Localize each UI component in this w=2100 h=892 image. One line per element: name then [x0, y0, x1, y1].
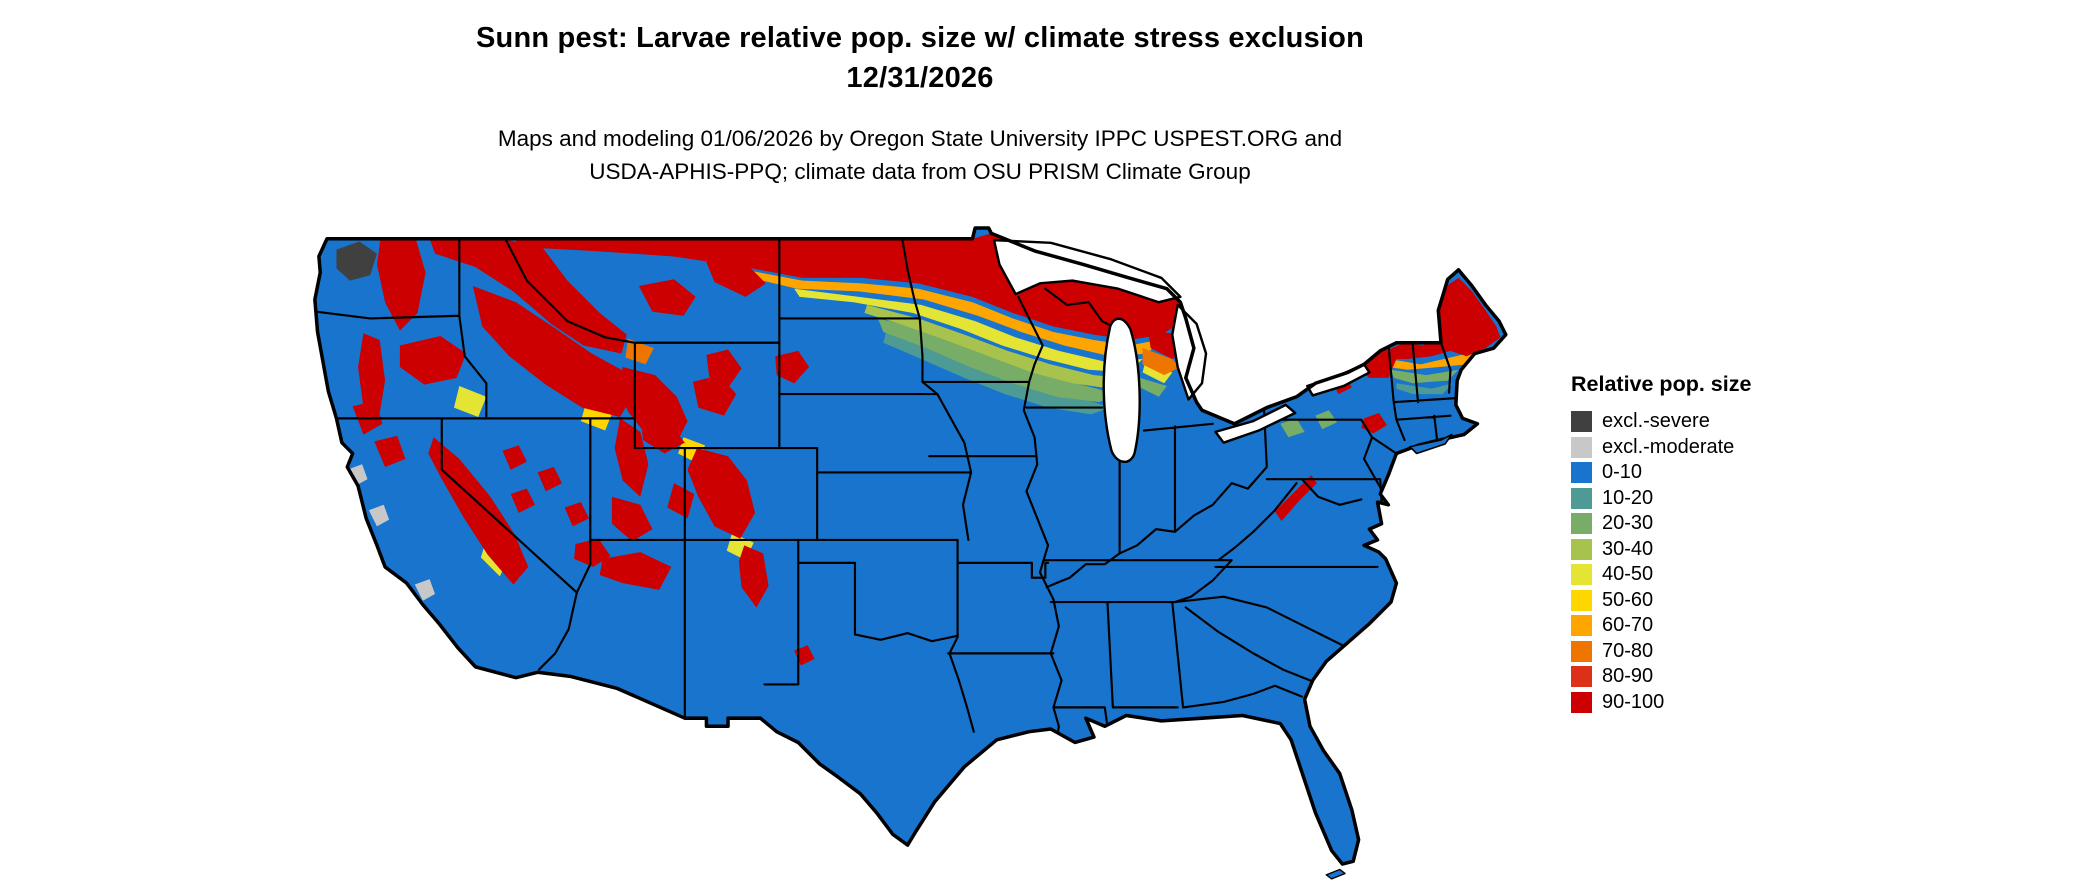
legend-item: 40-50 — [1571, 562, 1751, 588]
legend-item: 70-80 — [1571, 639, 1751, 665]
florida-keys — [1325, 868, 1346, 880]
legend-swatch — [1571, 640, 1592, 662]
map-title-line1: Sunn pest: Larvae relative pop. size w/ … — [476, 22, 1364, 54]
legend-item: 20-30 — [1571, 511, 1751, 537]
legend-item: 10-20 — [1571, 486, 1751, 512]
legend-item: 60-70 — [1571, 613, 1751, 639]
legend-label: 70-80 — [1602, 639, 1654, 662]
us-outline — [313, 226, 1508, 866]
legend-item: 80-90 — [1571, 664, 1751, 690]
legend-title: Relative pop. size — [1571, 372, 1752, 396]
legend-label: 50-60 — [1602, 588, 1654, 611]
legend-label: 90-100 — [1602, 690, 1665, 713]
raster-layer — [314, 227, 1506, 865]
lake-huron — [1171, 303, 1208, 401]
state-borders — [315, 237, 1457, 744]
raster-60-70 — [745, 269, 1478, 370]
legend-swatch — [1571, 564, 1592, 586]
legend-label: 0-10 — [1602, 461, 1643, 484]
legend-item: 0-10 — [1571, 460, 1751, 486]
legend-swatch — [1571, 462, 1592, 484]
long-island — [1409, 433, 1453, 455]
legend-item: 30-40 — [1571, 537, 1751, 563]
legend-label: excl.-severe — [1602, 410, 1710, 433]
raster-90-100 — [352, 233, 1501, 666]
raster-excl-moderate — [347, 464, 436, 601]
legend-item: 90-100 — [1571, 690, 1751, 716]
legend-swatch — [1571, 615, 1592, 637]
attribution-line2: USDA-APHIS-PPQ; climate data from OSU PR… — [589, 159, 1251, 184]
legend-swatch — [1571, 666, 1592, 688]
legend-items: excl.-severe excl.-moderate 0-10 10-20 2… — [1571, 409, 1751, 715]
legend-swatch — [1571, 513, 1592, 535]
legend-label: 30-40 — [1602, 537, 1654, 560]
lake-michigan — [1102, 317, 1141, 463]
map-title-line2: 12/31/2026 — [846, 62, 994, 94]
raster-10-20 — [883, 331, 1454, 415]
legend-item: 50-60 — [1571, 588, 1751, 614]
us-map — [313, 226, 1508, 880]
legend-label: 20-30 — [1602, 512, 1654, 535]
attribution-line1: Maps and modeling 01/06/2026 by Oregon S… — [497, 126, 1343, 151]
legend-item: excl.-severe — [1571, 409, 1751, 435]
header: Sunn pest: Larvae relative pop. size w/ … — [130, 18, 1710, 188]
legend-swatch — [1571, 436, 1592, 458]
legend-swatch — [1571, 589, 1592, 611]
raster-30-40 — [864, 304, 1124, 389]
legend-label: 10-20 — [1602, 486, 1654, 509]
raster-excl-severe — [336, 241, 377, 281]
lake-superior — [992, 238, 1182, 304]
legend: Relative pop. size excl.-severe excl.-mo… — [1571, 372, 1751, 715]
lake-erie — [1214, 403, 1297, 444]
legend-label: excl.-moderate — [1602, 435, 1735, 458]
legend-label: 40-50 — [1602, 563, 1654, 586]
legend-swatch — [1571, 487, 1592, 509]
legend-label: 60-70 — [1602, 614, 1654, 637]
legend-swatch — [1571, 691, 1592, 713]
legend-item: excl.-moderate — [1571, 435, 1751, 461]
legend-swatch — [1571, 411, 1592, 433]
legend-swatch — [1571, 538, 1592, 560]
legend-label: 80-90 — [1602, 665, 1654, 688]
